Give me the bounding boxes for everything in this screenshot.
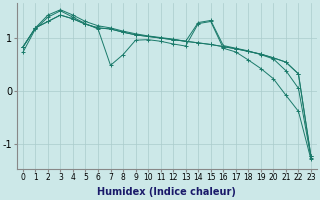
X-axis label: Humidex (Indice chaleur): Humidex (Indice chaleur)	[98, 187, 236, 197]
